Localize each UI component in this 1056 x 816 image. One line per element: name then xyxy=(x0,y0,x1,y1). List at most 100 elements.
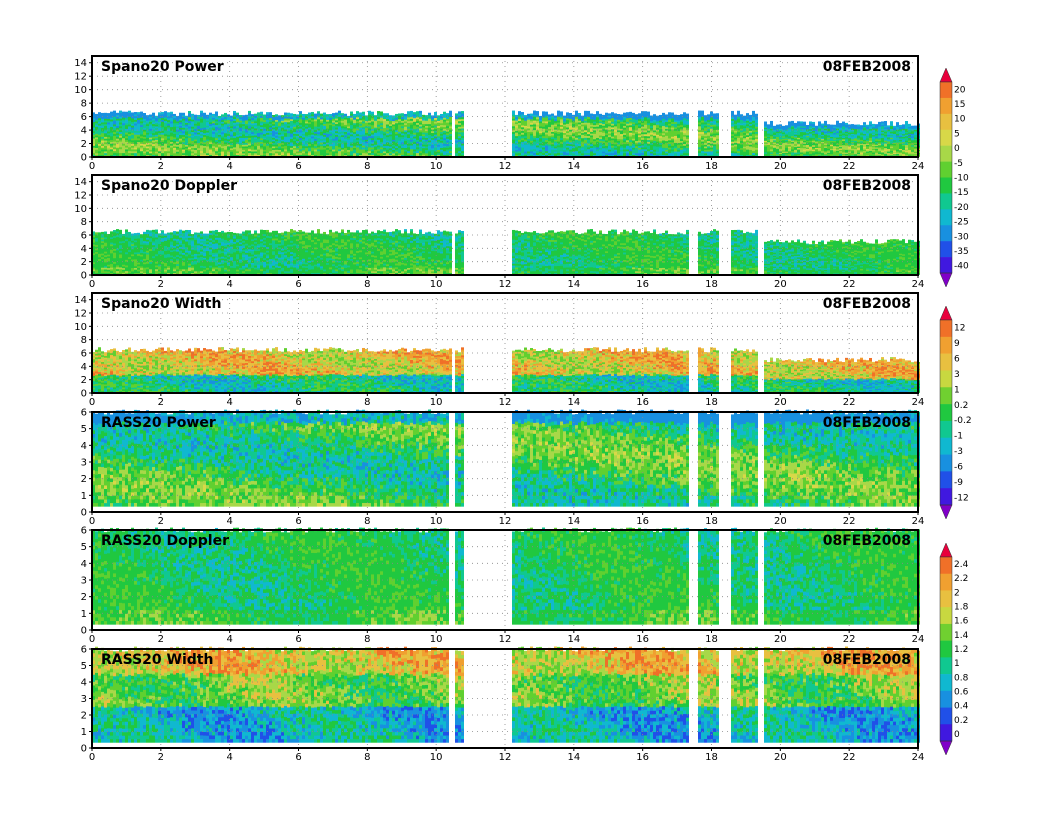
heatmap-cell xyxy=(185,154,188,157)
heatmap-cell xyxy=(233,120,236,123)
heatmap-cell xyxy=(260,154,263,157)
heatmap-cell xyxy=(218,124,221,127)
heatmap-cell xyxy=(107,152,110,156)
heatmap-cell xyxy=(230,129,233,132)
heatmap-cell xyxy=(632,112,635,116)
heatmap-cell xyxy=(176,136,179,139)
heatmap-cell xyxy=(284,119,287,123)
heatmap-cell xyxy=(221,140,224,143)
heatmap-cell xyxy=(218,152,221,156)
heatmap-cell xyxy=(197,130,200,133)
heatmap-cell xyxy=(233,127,236,131)
heatmap-cell xyxy=(95,119,98,122)
heatmap-cell xyxy=(191,131,194,134)
heatmap-cell xyxy=(101,125,104,128)
heatmap-cell xyxy=(227,126,230,129)
heatmap-cell xyxy=(245,119,248,123)
heatmap-cell xyxy=(266,134,269,137)
heatmap-cell xyxy=(116,152,119,156)
heatmap-cell xyxy=(140,115,143,118)
heatmap-cell xyxy=(260,147,263,150)
heatmap-cell xyxy=(110,132,113,135)
heatmap-cell xyxy=(116,125,119,128)
heatmap-cell xyxy=(209,154,212,157)
heatmap-cell xyxy=(254,138,257,141)
heatmap-cell xyxy=(92,147,95,150)
heatmap-cell xyxy=(119,131,122,134)
heatmap-cell xyxy=(134,128,137,131)
heatmap-cell xyxy=(146,154,149,157)
heatmap-cell xyxy=(266,132,269,135)
heatmap-cell xyxy=(197,121,200,125)
heatmap-cell xyxy=(266,137,269,141)
heatmap-cell xyxy=(206,144,209,147)
heatmap-cell xyxy=(644,111,647,114)
heatmap-cell xyxy=(653,114,656,117)
heatmap-cell xyxy=(209,138,212,141)
heatmap-cell xyxy=(254,140,257,143)
heatmap-cell xyxy=(149,147,152,150)
heatmap-cell xyxy=(242,120,245,123)
heatmap-cell xyxy=(194,147,197,150)
heatmap-cell xyxy=(188,116,191,120)
heatmap-cell xyxy=(290,150,293,154)
heatmap-cell xyxy=(284,139,287,143)
heatmap-cell xyxy=(284,138,287,141)
heatmap-cell xyxy=(227,124,230,128)
heatmap-cell xyxy=(287,119,290,123)
heatmap-cell xyxy=(128,135,131,138)
heatmap-cell xyxy=(257,121,260,124)
heatmap-cell xyxy=(242,149,245,152)
heatmap-cell xyxy=(179,141,182,145)
heatmap-cell xyxy=(197,123,200,126)
heatmap-cell xyxy=(122,135,125,139)
heatmap-cell xyxy=(164,124,167,127)
heatmap-cell xyxy=(98,148,101,152)
heatmap-cell xyxy=(218,117,221,120)
heatmap-cell xyxy=(125,139,128,142)
heatmap-cell xyxy=(278,127,281,130)
heatmap-cell xyxy=(257,154,260,157)
heatmap-cell xyxy=(251,138,254,142)
heatmap-cell xyxy=(239,121,242,125)
heatmap-cell xyxy=(260,126,263,129)
heatmap-cell xyxy=(125,130,128,133)
heatmap-cell xyxy=(116,138,119,141)
heatmap-cell xyxy=(254,147,257,150)
heatmap-cell xyxy=(188,124,191,127)
heatmap-cell xyxy=(200,114,203,117)
heatmap-cell xyxy=(122,133,125,137)
heatmap-cell xyxy=(182,125,185,128)
heatmap-cell xyxy=(248,129,251,133)
heatmap-cell xyxy=(239,118,242,121)
heatmap-cell xyxy=(128,120,131,123)
heatmap-cell xyxy=(116,150,119,154)
heatmap-cell xyxy=(155,149,158,152)
heatmap-cell xyxy=(149,154,152,157)
heatmap-cell xyxy=(107,113,110,116)
heatmap-cell xyxy=(272,139,275,142)
heatmap-cell xyxy=(245,133,248,137)
heatmap-cell xyxy=(254,115,257,118)
heatmap-cell xyxy=(230,147,233,151)
heatmap-cell xyxy=(230,135,233,139)
heatmap-cell xyxy=(197,116,200,119)
heatmap-cell xyxy=(254,143,257,147)
heatmap-cell xyxy=(221,149,224,152)
heatmap-cell xyxy=(122,145,125,148)
heatmap-cell xyxy=(128,148,131,152)
heatmap-cell xyxy=(113,135,116,138)
heatmap-cell xyxy=(95,124,98,127)
heatmap-cell xyxy=(140,150,143,154)
heatmap-cell xyxy=(221,116,224,119)
heatmap-cell xyxy=(92,154,95,157)
heatmap-cell xyxy=(284,152,287,156)
heatmap-cell xyxy=(170,152,173,155)
heatmap-cell xyxy=(161,117,164,120)
heatmap-cell xyxy=(575,110,578,114)
heatmap-cell xyxy=(191,149,194,152)
heatmap-cell xyxy=(290,147,293,150)
heatmap-cell xyxy=(140,120,143,124)
heatmap-cell xyxy=(341,113,344,116)
heatmap-cell xyxy=(287,129,290,132)
